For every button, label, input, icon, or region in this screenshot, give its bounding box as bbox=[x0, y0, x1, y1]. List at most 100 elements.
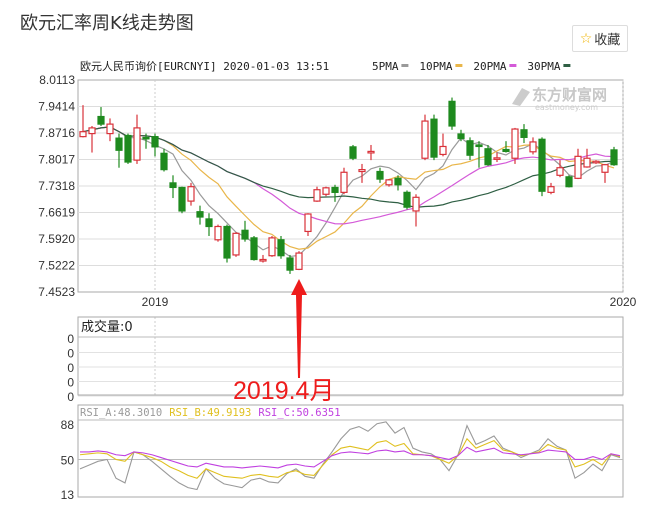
candle bbox=[277, 235, 285, 259]
candle bbox=[385, 179, 393, 187]
candle bbox=[205, 213, 213, 236]
candle bbox=[331, 184, 339, 202]
candle bbox=[196, 205, 204, 225]
candle-body bbox=[448, 100, 456, 127]
volume-y-tick: 0 bbox=[67, 390, 74, 404]
watermark-url: eastmoney.com bbox=[535, 103, 598, 112]
candle bbox=[592, 160, 600, 164]
favorite-button[interactable]: ☆ 收藏 bbox=[572, 25, 628, 52]
candle-body bbox=[259, 258, 267, 262]
rsi-legend-RSI_C: RSI_C:50.6351 bbox=[258, 407, 340, 419]
candle bbox=[439, 133, 447, 157]
candle bbox=[304, 213, 312, 236]
candle bbox=[529, 137, 537, 155]
candle bbox=[340, 167, 348, 195]
candle-body bbox=[565, 176, 573, 188]
candle bbox=[583, 148, 591, 168]
candle-body bbox=[115, 137, 123, 151]
candle-body bbox=[169, 182, 177, 189]
candle-body bbox=[538, 138, 546, 192]
legend-swatch bbox=[509, 64, 517, 67]
candle-body bbox=[196, 211, 204, 218]
legend-swatch bbox=[455, 64, 463, 67]
candle-body bbox=[493, 157, 501, 160]
candle-body bbox=[160, 152, 168, 171]
candle bbox=[268, 235, 276, 257]
candle-body bbox=[385, 179, 393, 186]
candle-body bbox=[421, 120, 429, 159]
candle bbox=[457, 129, 465, 142]
candle-body bbox=[106, 123, 114, 135]
candle bbox=[169, 175, 177, 199]
candle bbox=[493, 152, 501, 163]
candle bbox=[115, 133, 123, 168]
rsi-y-tick: 13 bbox=[61, 488, 75, 502]
y-tick-label: 7.6619 bbox=[38, 206, 75, 220]
candle bbox=[511, 127, 519, 164]
candle-body bbox=[502, 148, 510, 153]
watermark-logo bbox=[512, 88, 530, 106]
y-tick-label: 7.4523 bbox=[38, 285, 75, 299]
candle-body bbox=[583, 157, 591, 168]
candle-body bbox=[358, 169, 366, 173]
candle-body bbox=[340, 171, 348, 193]
candle-body bbox=[475, 144, 483, 148]
candle-body bbox=[286, 257, 294, 271]
candle bbox=[295, 251, 303, 271]
volume-y-tick: 0 bbox=[67, 347, 74, 361]
legend-10PMA: 10PMA bbox=[419, 60, 452, 73]
candle bbox=[421, 114, 429, 161]
candle-body bbox=[520, 129, 528, 138]
candle bbox=[394, 175, 402, 191]
candle-body bbox=[214, 225, 222, 241]
candle-body bbox=[88, 127, 96, 135]
candle bbox=[367, 144, 375, 161]
x-tick-label: 2020 bbox=[610, 295, 637, 309]
candle bbox=[142, 133, 150, 149]
candle bbox=[322, 186, 330, 197]
candle-body bbox=[511, 128, 519, 159]
y-tick-label: 7.5222 bbox=[38, 259, 75, 273]
star-icon: ☆ bbox=[579, 30, 593, 47]
candle-body bbox=[295, 252, 303, 270]
legend-30PMA: 30PMA bbox=[527, 60, 560, 73]
candle-body bbox=[484, 148, 492, 166]
watermark-name: 东方财富网 bbox=[532, 86, 607, 104]
candle-body bbox=[367, 150, 375, 154]
candle-body bbox=[124, 134, 132, 163]
candle-body bbox=[556, 167, 564, 176]
candle bbox=[556, 160, 564, 178]
candle-body bbox=[430, 118, 438, 158]
annotation-label: 2019.4月 bbox=[233, 377, 334, 405]
candle-body bbox=[439, 145, 447, 156]
candle bbox=[574, 148, 582, 180]
rsi-y-tick: 50 bbox=[61, 453, 75, 467]
ma-line-5PMA bbox=[82, 126, 615, 258]
y-tick-label: 7.8716 bbox=[38, 126, 75, 140]
candle bbox=[178, 186, 186, 214]
candle-body bbox=[313, 189, 321, 202]
candle-body bbox=[466, 140, 474, 156]
candle bbox=[133, 114, 141, 164]
candle bbox=[538, 137, 546, 197]
candle-body bbox=[187, 186, 195, 202]
candle bbox=[475, 141, 483, 168]
candle-body bbox=[241, 229, 249, 240]
candle-body bbox=[142, 136, 150, 140]
y-tick-label: 7.7318 bbox=[38, 179, 75, 193]
x-tick-label: 2019 bbox=[142, 295, 169, 309]
candle-body bbox=[97, 115, 105, 125]
candle bbox=[610, 146, 618, 166]
y-tick-label: 7.9414 bbox=[38, 100, 75, 114]
candle bbox=[484, 144, 492, 166]
candle bbox=[106, 118, 114, 142]
candle-body bbox=[574, 155, 582, 179]
candle-body bbox=[178, 186, 186, 212]
candle bbox=[430, 114, 438, 161]
legend-20PMA: 20PMA bbox=[473, 60, 506, 73]
candle-body bbox=[151, 136, 159, 148]
candle-body bbox=[205, 218, 213, 228]
page-title: 欧元汇率周K线走势图 bbox=[20, 13, 194, 34]
candle bbox=[448, 97, 456, 130]
